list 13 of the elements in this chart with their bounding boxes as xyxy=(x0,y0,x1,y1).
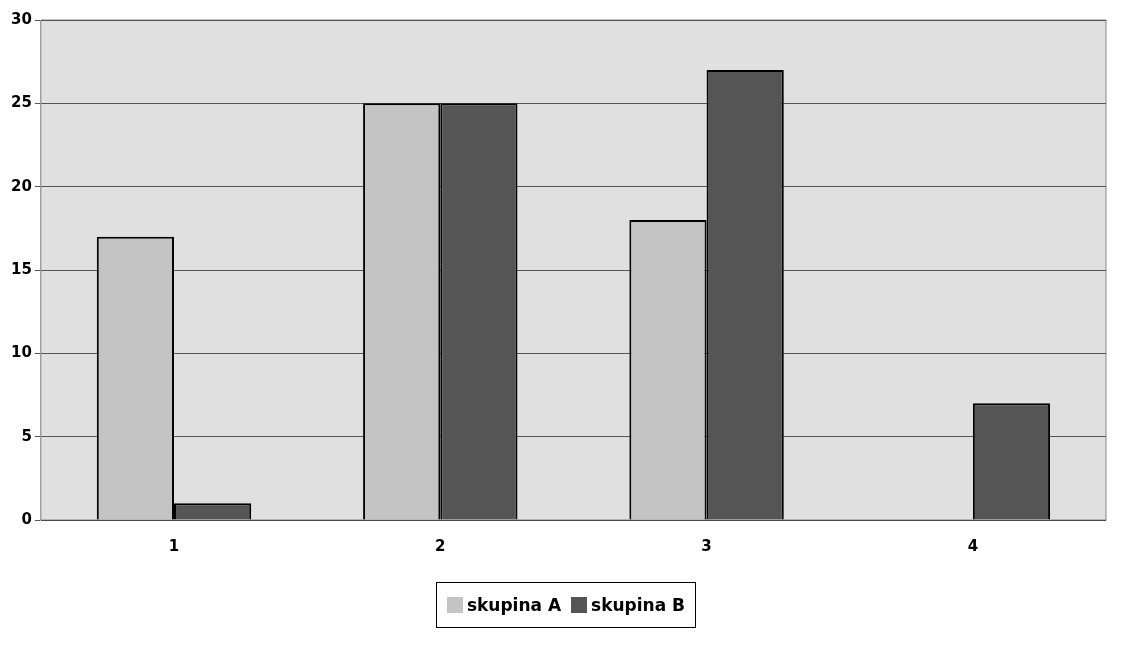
x-tick-label: 4 xyxy=(967,536,979,555)
y-tick-label: 30 xyxy=(11,9,32,28)
y-tick-label: 10 xyxy=(11,343,32,362)
y-tick-label: 15 xyxy=(11,259,32,278)
x-tick-label: 2 xyxy=(435,536,446,555)
legend-label: skupina A xyxy=(466,595,562,615)
y-tick-label: 20 xyxy=(11,176,32,195)
y-tick-label: 0 xyxy=(21,509,32,528)
x-tick-label: 3 xyxy=(701,536,712,555)
legend-label: skupina B xyxy=(591,595,686,615)
y-tick-label: 25 xyxy=(11,93,32,112)
y-tick-label: 5 xyxy=(21,426,32,445)
x-tick-label: 1 xyxy=(168,536,180,555)
